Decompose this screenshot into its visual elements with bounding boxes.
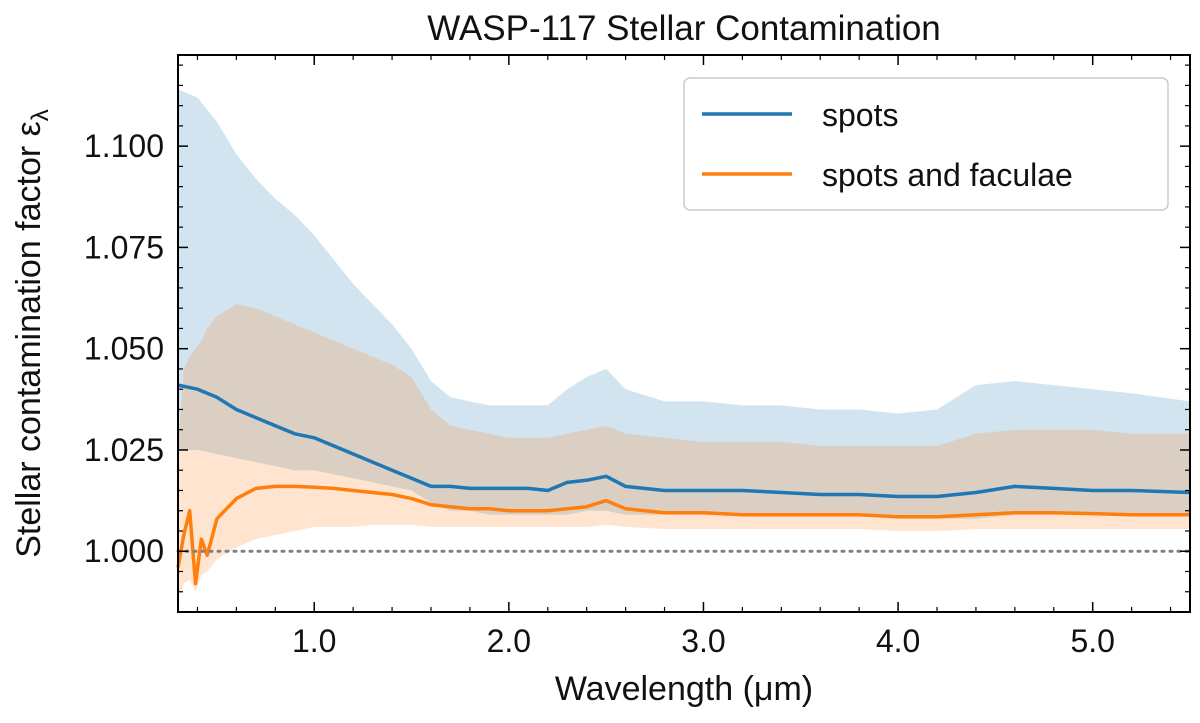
y-tick-label: 1.025 <box>84 432 164 468</box>
line-spots-and-faculae <box>176 484 1190 586</box>
band-spots-and-faculae <box>178 304 1190 600</box>
legend-label-spots-and-faculae: spots and faculae <box>822 157 1073 193</box>
y-axis-label: Stellar contamination factor ελ <box>10 109 54 558</box>
legend-label-spots: spots <box>822 97 898 133</box>
plot-frame <box>177 54 1191 613</box>
x-tick-label: 4.0 <box>876 623 920 659</box>
series-lines <box>176 383 1191 586</box>
y-tick-label: 1.000 <box>84 533 164 569</box>
x-tick-label: 1.0 <box>292 623 336 659</box>
y-tick-label: 1.075 <box>84 229 164 265</box>
chart-title: WASP-117 Stellar Contamination <box>427 9 941 48</box>
legend: spots spots and faculae <box>683 77 1169 211</box>
y-axis-label-main: Stellar contamination factor ε <box>10 121 48 558</box>
x-axis-label: Wavelength (μm) <box>555 670 813 708</box>
y-tick-label: 1.050 <box>84 331 164 367</box>
uncertainty-bands <box>178 89 1190 600</box>
y-axis-label-subscript: λ <box>27 109 54 121</box>
band-spots <box>178 89 1190 519</box>
x-tick-label: 3.0 <box>681 623 725 659</box>
x-tick-label: 2.0 <box>487 623 531 659</box>
x-tick-label: 5.0 <box>1070 623 1114 659</box>
line-spots <box>177 383 1191 499</box>
y-tick-label: 1.100 <box>84 128 164 164</box>
legend-box <box>683 77 1169 211</box>
